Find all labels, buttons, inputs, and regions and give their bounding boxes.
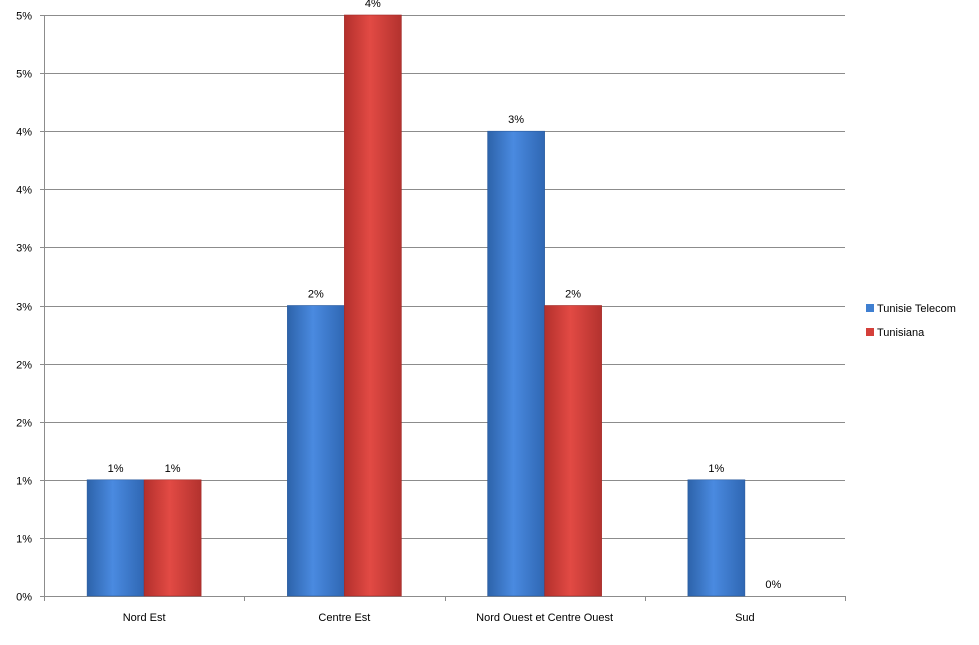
x-category-label: Nord Est (123, 612, 166, 624)
x-category-label: Nord Ouest et Centre Ouest (476, 612, 613, 624)
y-tick-label: 1% (16, 534, 32, 546)
y-tick-label: 5% (16, 69, 32, 81)
bar (544, 305, 602, 597)
y-tick-label: 3% (16, 243, 32, 255)
bar-value-label: 1% (165, 463, 181, 475)
y-tick-label: 4% (16, 185, 32, 197)
x-category-label: Sud (735, 612, 755, 624)
y-tick-label: 4% (16, 127, 32, 139)
legend-label: Tunisie Telecom (877, 303, 956, 315)
y-tick-label: 2% (16, 418, 32, 430)
bar-value-label: 4% (365, 0, 381, 10)
data-labels: 1% 1% 2% 4% 3% 2% 1% 0% (108, 0, 782, 591)
y-tick-label: 3% (16, 302, 32, 314)
bar (287, 305, 345, 597)
y-tick-label: 1% (16, 476, 32, 488)
legend-label: Tunisiana (877, 327, 925, 339)
bar (487, 130, 545, 597)
y-tick-label: 0% (16, 592, 32, 604)
bar-value-label: 2% (565, 289, 581, 301)
bar (344, 14, 402, 597)
bar-value-label: 1% (708, 463, 724, 475)
bars (86, 14, 746, 597)
bar-value-label: 0% (765, 579, 781, 591)
axes: 0% 1% 1% 2% 2% 3% 3% 4% 4% 5% 5% Nord Est Centre Est… (16, 11, 846, 624)
x-category-label: Centre Est (318, 612, 370, 624)
bar-value-label: 3% (508, 114, 524, 126)
bar (143, 479, 202, 597)
y-tick-label: 5% (16, 11, 32, 23)
legend: Tunisie Telecom Tunisiana (866, 303, 956, 339)
bar (687, 479, 746, 597)
legend-swatch (866, 304, 874, 312)
legend-swatch (866, 328, 874, 336)
bar (86, 479, 145, 597)
bar-value-label: 2% (308, 289, 324, 301)
y-tick-label: 2% (16, 360, 32, 372)
bar-value-label: 1% (108, 463, 124, 475)
